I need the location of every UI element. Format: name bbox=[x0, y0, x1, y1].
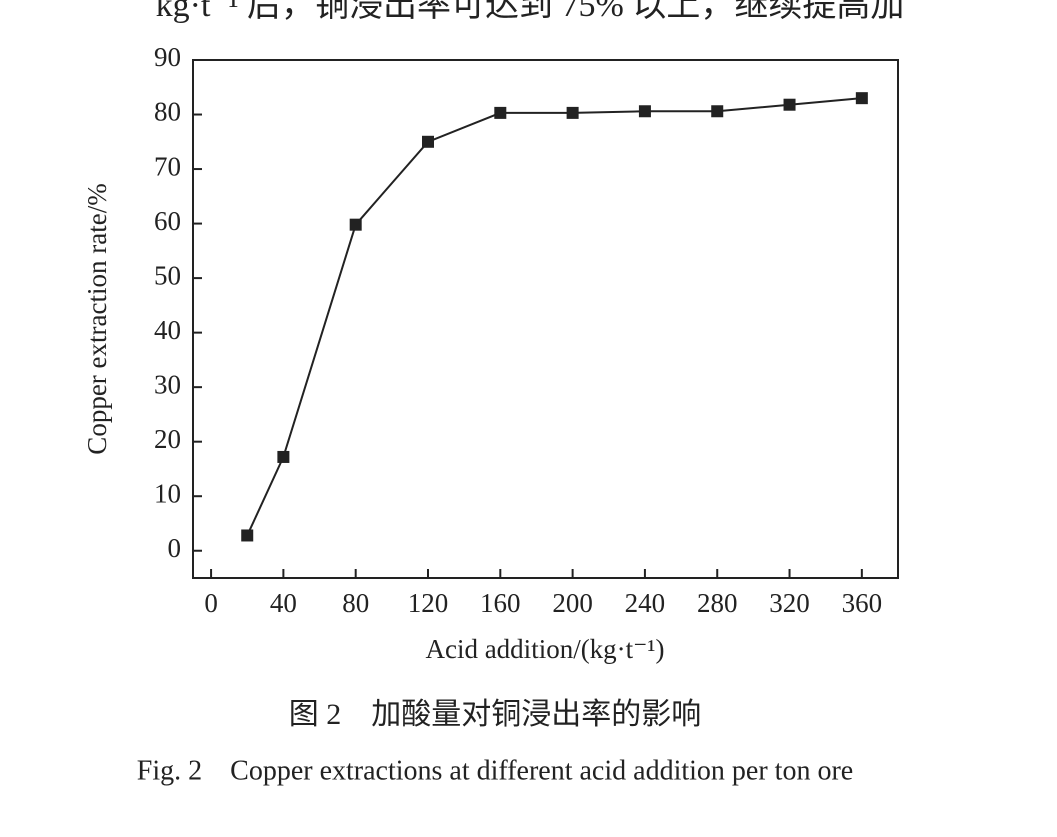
y-tick-label: 0 bbox=[168, 533, 182, 563]
caption-cn: 图 2 加酸量对铜浸出率的影响 bbox=[289, 698, 702, 731]
data-marker bbox=[638, 105, 651, 118]
y-tick-label: 80 bbox=[154, 97, 181, 127]
x-tick-label: 200 bbox=[552, 588, 593, 618]
y-tick-label: 50 bbox=[154, 260, 181, 290]
data-marker bbox=[422, 135, 434, 148]
x-tick-label: 120 bbox=[408, 588, 449, 618]
y-tick-label: 40 bbox=[154, 315, 181, 345]
data-marker bbox=[783, 98, 796, 111]
data-marker bbox=[711, 105, 724, 118]
y-tick-label: 30 bbox=[154, 369, 181, 399]
x-axis-label: Acid addition/(kg·t⁻¹) bbox=[425, 634, 664, 664]
data-marker bbox=[241, 529, 254, 542]
header-fragment: kg·t⁻¹ 后，铜浸出率可达到 75% 以上，继续提高加 bbox=[156, 0, 905, 24]
y-tick-label: 70 bbox=[154, 151, 181, 181]
data-line bbox=[246, 97, 862, 536]
x-tick-label: 360 bbox=[842, 588, 883, 618]
x-tick-label: 280 bbox=[697, 588, 738, 618]
plot-frame bbox=[192, 59, 899, 579]
y-axis-label: Copper extraction rate/% bbox=[82, 183, 112, 454]
data-marker bbox=[494, 106, 507, 119]
caption-en: Fig. 2 Copper extractions at different a… bbox=[137, 755, 853, 786]
x-tick-label: 320 bbox=[769, 588, 810, 618]
x-tick-label: 160 bbox=[480, 588, 521, 618]
y-tick-label: 10 bbox=[154, 478, 181, 508]
x-tick-label: 0 bbox=[204, 588, 218, 618]
data-marker bbox=[855, 92, 868, 105]
data-marker bbox=[277, 450, 290, 463]
x-tick-label: 40 bbox=[270, 588, 297, 618]
y-tick-label: 90 bbox=[154, 42, 181, 72]
data-marker bbox=[566, 106, 579, 119]
y-tick-label: 60 bbox=[154, 206, 181, 236]
data-marker bbox=[349, 218, 362, 231]
y-tick-label: 20 bbox=[154, 424, 181, 454]
x-tick-label: 240 bbox=[625, 588, 666, 618]
x-tick-label: 80 bbox=[342, 588, 369, 618]
